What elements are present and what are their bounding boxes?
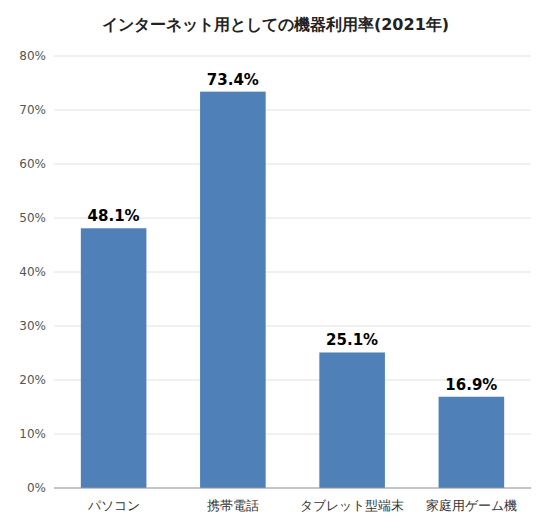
bar: [81, 228, 147, 488]
bars: [81, 92, 504, 488]
x-tick-label: 家庭用ゲーム機: [426, 498, 517, 513]
grid-line: [54, 164, 531, 165]
bar: [319, 352, 385, 488]
grid-line: [54, 110, 531, 111]
y-tick-label: 0%: [27, 481, 46, 495]
y-tick-label: 10%: [19, 427, 46, 441]
y-tick-label: 20%: [19, 373, 46, 387]
data-label: 25.1%: [326, 331, 378, 349]
x-tick-label: 携帯電話: [207, 498, 259, 513]
y-tick-label: 60%: [19, 157, 46, 171]
grid-line: [54, 56, 531, 57]
x-axis-line: [54, 488, 531, 489]
bar: [439, 397, 505, 488]
x-tick-label: タブレット型端末: [300, 498, 404, 513]
background: [0, 0, 551, 532]
chart-svg: インターネット用としての機器利用率(2021年) 0% 10% 20% 30% 40% 50…: [0, 0, 551, 532]
data-label: 16.9%: [445, 376, 497, 394]
x-tick-label: パソコン: [87, 498, 140, 513]
data-label: 73.4%: [207, 71, 259, 89]
chart-title: インターネット用としての機器利用率(2021年): [102, 15, 449, 34]
grid: [54, 56, 531, 488]
y-tick-label: 70%: [19, 103, 46, 117]
y-tick-label: 40%: [19, 265, 46, 279]
y-tick-label: 80%: [19, 49, 46, 63]
bar: [200, 92, 266, 488]
y-tick-label: 30%: [19, 319, 46, 333]
grid-line: [54, 488, 531, 489]
y-tick-label: 50%: [19, 211, 46, 225]
chart-container: インターネット用としての機器利用率(2021年) 0% 10% 20% 30% 40% 50…: [0, 0, 551, 532]
data-label: 48.1%: [88, 207, 140, 225]
